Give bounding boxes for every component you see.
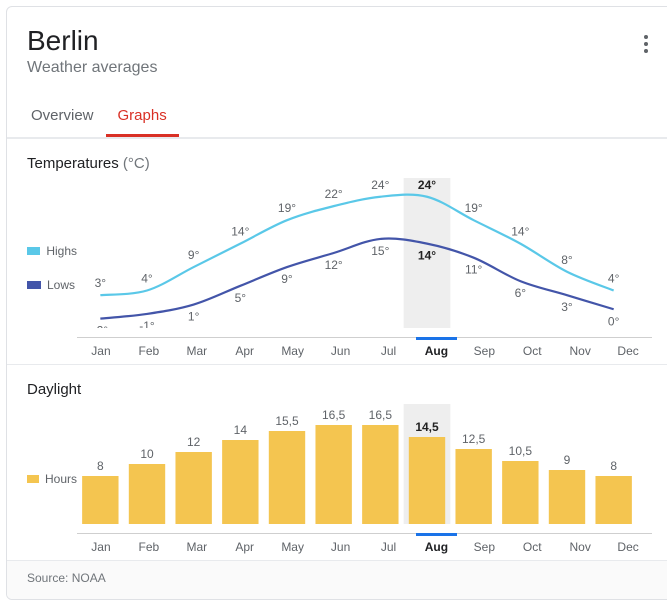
legend-swatch-lows (27, 281, 41, 289)
legend-label-hours: Hours (45, 472, 77, 486)
month-tick[interactable]: Oct (508, 338, 556, 358)
svg-text:-2°: -2° (93, 324, 109, 328)
month-tick[interactable]: Jul (365, 338, 413, 358)
temperatures-unit: (°C) (123, 155, 150, 172)
month-tick[interactable]: Jan (77, 534, 125, 554)
month-tick[interactable]: Jan (77, 338, 125, 358)
svg-text:12,5: 12,5 (462, 432, 486, 446)
svg-text:8: 8 (610, 459, 617, 473)
svg-text:4°: 4° (608, 272, 620, 286)
month-tick[interactable]: Jun (317, 534, 365, 554)
svg-text:-1°: -1° (139, 319, 155, 328)
legend-highs: Highs (27, 244, 77, 258)
svg-text:15°: 15° (371, 244, 389, 258)
temperatures-title-text: Temperatures (27, 155, 119, 172)
svg-text:10: 10 (140, 447, 154, 461)
month-tick[interactable]: Sep (460, 534, 508, 554)
svg-text:16,5: 16,5 (369, 408, 393, 422)
daylight-xaxis: JanFebMarAprMayJunJulAugSepOctNovDec (77, 533, 652, 554)
month-tick[interactable]: Oct (508, 534, 556, 554)
svg-text:4°: 4° (141, 272, 153, 286)
svg-text:14°: 14° (418, 249, 436, 263)
temperatures-chart: 3° 4° 9° 14° 19° 22° 24° 24° 19° 14° 8° 4° -2° -1° 1° 5… (77, 178, 652, 358)
legend-lows: Lows (27, 278, 77, 292)
legend-label-highs: Highs (46, 244, 77, 258)
svg-text:5°: 5° (235, 291, 247, 305)
svg-text:24°: 24° (418, 178, 436, 192)
legend-label-lows: Lows (47, 278, 75, 292)
daylight-section: Daylight Hours 8 10 12 14 15,5 16,5 16,5 14,5 12… (7, 364, 667, 560)
month-tick[interactable]: Jul (365, 534, 413, 554)
tabs: Overview Graphs (7, 95, 667, 138)
svg-text:3°: 3° (95, 276, 107, 290)
month-tick[interactable]: Sep (460, 338, 508, 358)
month-tick[interactable]: Feb (125, 338, 173, 358)
legend-hours: Hours (27, 472, 77, 486)
temperatures-legend: Highs Lows (27, 244, 77, 292)
svg-text:9: 9 (564, 453, 571, 467)
svg-text:15,5: 15,5 (275, 414, 299, 428)
page-title: Berlin (27, 25, 652, 57)
svg-text:6°: 6° (515, 286, 527, 300)
svg-text:16,5: 16,5 (322, 408, 346, 422)
tab-overview[interactable]: Overview (19, 95, 106, 137)
more-icon[interactable] (636, 27, 656, 61)
month-tick[interactable]: May (269, 338, 317, 358)
svg-text:22°: 22° (325, 187, 343, 201)
svg-text:24°: 24° (371, 178, 389, 192)
temperatures-section: Temperatures (°C) Highs Lows 3° 4° 9° 14° 19… (7, 138, 667, 364)
svg-text:11°: 11° (465, 263, 482, 277)
svg-text:1°: 1° (188, 310, 200, 324)
svg-text:19°: 19° (278, 201, 296, 215)
page-subtitle: Weather averages (27, 59, 652, 77)
daylight-title: Daylight (27, 381, 652, 398)
header: Berlin Weather averages (7, 7, 667, 81)
tab-graphs[interactable]: Graphs (106, 95, 179, 137)
month-tick[interactable]: Aug (412, 338, 460, 358)
svg-text:9°: 9° (281, 272, 293, 286)
weather-card: Berlin Weather averages Overview Graphs … (6, 6, 667, 600)
svg-text:12°: 12° (325, 258, 343, 272)
temperatures-xaxis: JanFebMarAprMayJunJulAugSepOctNovDec (77, 337, 652, 358)
svg-text:12: 12 (187, 435, 201, 449)
svg-text:8: 8 (97, 459, 104, 473)
month-tick[interactable]: Mar (173, 338, 221, 358)
month-tick[interactable]: May (269, 534, 317, 554)
month-tick[interactable]: Dec (604, 338, 652, 358)
month-tick[interactable]: Apr (221, 338, 269, 358)
month-tick[interactable]: Feb (125, 534, 173, 554)
daylight-chart: 8 10 12 14 15,5 16,5 16,5 14,5 12,5 10,5 9 8 JanFeb… (77, 404, 652, 554)
month-tick[interactable]: Mar (173, 534, 221, 554)
svg-text:8°: 8° (561, 253, 573, 267)
svg-text:10,5: 10,5 (509, 444, 533, 458)
month-tick[interactable]: Dec (604, 534, 652, 554)
month-tick[interactable]: Nov (556, 534, 604, 554)
month-tick[interactable]: Aug (412, 534, 460, 554)
month-tick[interactable]: Jun (317, 338, 365, 358)
daylight-legend: Hours (27, 472, 77, 486)
svg-text:14,5: 14,5 (415, 420, 439, 434)
svg-text:0°: 0° (608, 314, 620, 328)
svg-text:19°: 19° (465, 201, 483, 215)
svg-text:14: 14 (234, 423, 248, 437)
month-tick[interactable]: Nov (556, 338, 604, 358)
source-label: Source: NOAA (7, 560, 667, 599)
svg-text:9°: 9° (188, 248, 200, 262)
svg-text:14°: 14° (511, 225, 529, 239)
legend-swatch-highs (27, 247, 40, 255)
month-tick[interactable]: Apr (221, 534, 269, 554)
temperatures-title: Temperatures (°C) (27, 155, 652, 172)
svg-text:14°: 14° (231, 225, 249, 239)
legend-swatch-hours (27, 475, 39, 483)
svg-text:3°: 3° (561, 300, 573, 314)
